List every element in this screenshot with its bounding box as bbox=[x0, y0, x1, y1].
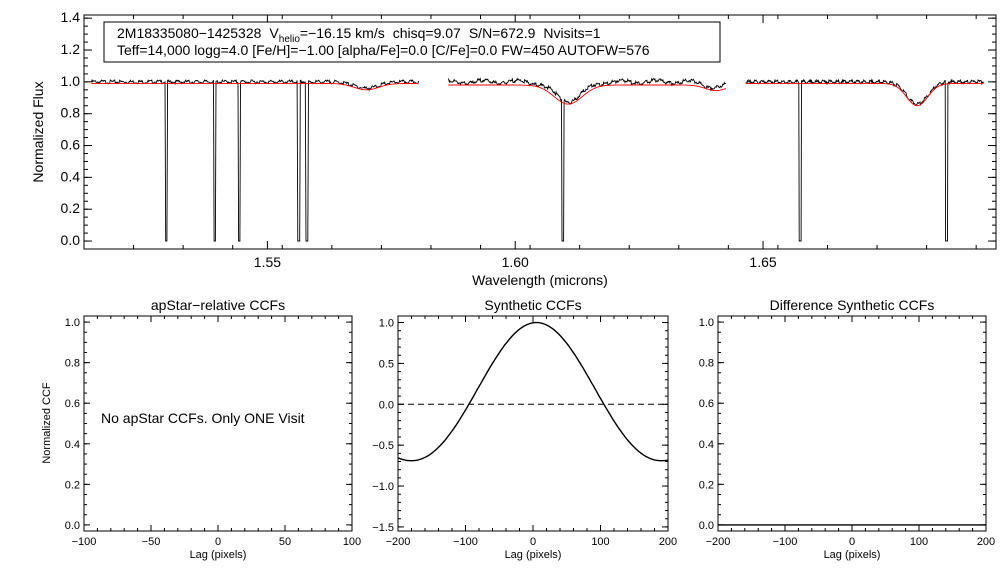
difference-ccf-ticks: −200 −100 0 100 200 0.0 0.2 0.4 0.6 0.8 1.0 bbox=[699, 316, 995, 548]
synthetic-flux-line bbox=[91, 82, 419, 91]
spectrum-ticks: 1.55 1.60 1.65 0.0 0.2 0.4 0.6 0.8 1.0 1.2 1.4 bbox=[61, 9, 996, 270]
x-tick-label: −200 bbox=[706, 536, 731, 548]
y-tick-label: 1.4 bbox=[61, 9, 81, 25]
info-box: 2M18335080−1425328 Vhelio=−16.15 km/s chis… bbox=[103, 21, 721, 63]
nvisits-value: Nvisits=1 bbox=[543, 25, 600, 41]
y-tick-label: −1.0 bbox=[372, 481, 394, 493]
difference-ccf-title: Difference Synthetic CCFs bbox=[770, 297, 935, 313]
y-tick-label: 0.0 bbox=[699, 520, 714, 532]
y-tick-label: 0.0 bbox=[379, 399, 394, 411]
x-tick-label: −50 bbox=[142, 536, 161, 548]
apstar-ccf-title: apStar−relative CCFs bbox=[151, 297, 285, 313]
observed-flux-line bbox=[90, 78, 420, 242]
synthetic-ccf-xlabel: Lag (pixels) bbox=[505, 549, 562, 561]
x-tick-label: 0 bbox=[215, 536, 221, 548]
y-tick-label: 0.4 bbox=[65, 439, 80, 451]
x-tick-label: 100 bbox=[591, 536, 609, 548]
y-tick-label: 0.5 bbox=[379, 358, 394, 370]
chisq-value: chisq=9.07 bbox=[393, 25, 461, 41]
x-tick-label: 200 bbox=[977, 536, 995, 548]
y-tick-label: 0.4 bbox=[699, 439, 714, 451]
info-box-frame bbox=[103, 21, 721, 63]
info-line-2: Teff=14,000 logg=4.0 [Fe/H]=−1.00 [alpha… bbox=[117, 42, 650, 58]
observed-flux-line bbox=[745, 78, 984, 242]
apstar-ccf-xlabel: Lag (pixels) bbox=[190, 549, 247, 561]
y-tick-label: 1.0 bbox=[65, 317, 80, 329]
y-tick-label: 1.0 bbox=[61, 73, 81, 89]
x-tick-label: −100 bbox=[453, 536, 478, 548]
x-tick-label: 100 bbox=[910, 536, 928, 548]
x-tick-label: 100 bbox=[343, 536, 361, 548]
vhelio-value: =−16.15 km/s bbox=[300, 25, 385, 41]
spectrum-frame bbox=[83, 14, 997, 250]
spectrum-ylabel: Normalized Flux bbox=[30, 81, 46, 182]
y-tick-label: 0.4 bbox=[61, 168, 81, 184]
y-tick-label: 0.6 bbox=[61, 137, 81, 153]
vhelio-label: V bbox=[269, 25, 279, 41]
spectrum-xlabel: Wavelength (microns) bbox=[472, 272, 608, 288]
y-tick-label: −1.5 bbox=[372, 522, 394, 534]
x-tick-label: −100 bbox=[773, 536, 798, 548]
y-tick-label: 1.2 bbox=[61, 41, 81, 57]
synthetic-ccf-data bbox=[397, 321, 669, 462]
x-tick-label: 1.55 bbox=[254, 254, 281, 270]
y-tick-label: 0.0 bbox=[61, 232, 81, 248]
synthetic-ccf-panel: −200 −100 0 100 200 −1.5 −1.0 −0.5 0.0 0.5 1.0 Syn… bbox=[372, 297, 677, 561]
synthetic-ccf-frame bbox=[397, 315, 669, 532]
star-id: 2M18335080−1425328 bbox=[117, 25, 262, 41]
y-tick-label: 0.2 bbox=[61, 200, 81, 216]
difference-ccf-panel: −200 −100 0 100 200 0.0 0.2 0.4 0.6 0.8 1.0 Differ… bbox=[699, 297, 995, 561]
x-tick-label: 0 bbox=[530, 536, 536, 548]
x-tick-label: 50 bbox=[279, 536, 291, 548]
spectrum-data bbox=[90, 77, 984, 242]
apstar-ccf-panel: −100 −50 0 50 100 0.0 0.2 0.4 0.6 0.8 1.0 apStar−r… bbox=[41, 297, 361, 561]
synthetic-ccf-ticks: −200 −100 0 100 200 −1.5 −1.0 −0.5 0.0 0.5 1.0 bbox=[372, 316, 677, 548]
apstar-ccf-ylabel: Normalized CCF bbox=[41, 382, 53, 464]
x-tick-label: 0 bbox=[849, 536, 855, 548]
y-tick-label: 0.2 bbox=[699, 479, 714, 491]
y-tick-label: 0.2 bbox=[65, 479, 80, 491]
info-line-1: 2M18335080−1425328 Vhelio=−16.15 km/s chis… bbox=[117, 25, 601, 45]
synthetic-ccf-curve bbox=[397, 321, 669, 462]
y-tick-label: −0.5 bbox=[372, 440, 394, 452]
x-tick-label: 200 bbox=[659, 536, 677, 548]
x-tick-label: −100 bbox=[72, 536, 97, 548]
vhelio-subscript: helio bbox=[279, 34, 301, 45]
synthetic-flux-line bbox=[448, 84, 727, 105]
spectrum-panel: 1.55 1.60 1.65 0.0 0.2 0.4 0.6 0.8 1.0 1.2 1.4 2M1… bbox=[30, 9, 997, 288]
y-tick-label: 0.8 bbox=[61, 105, 81, 121]
difference-ccf-xlabel: Lag (pixels) bbox=[824, 549, 881, 561]
observed-flux-line bbox=[447, 77, 727, 242]
y-tick-label: 0.6 bbox=[699, 398, 714, 410]
y-tick-label: 0.8 bbox=[699, 358, 714, 370]
y-tick-label: 0.0 bbox=[65, 520, 80, 532]
y-tick-label: 0.8 bbox=[65, 358, 80, 370]
y-tick-label: 1.0 bbox=[699, 317, 714, 329]
y-tick-label: 1.0 bbox=[379, 318, 394, 330]
synthetic-ccf-title: Synthetic CCFs bbox=[484, 297, 581, 313]
apstar-ccf-ticks: −100 −50 0 50 100 0.0 0.2 0.4 0.6 0.8 1.0 bbox=[65, 316, 361, 548]
snr-value: S/N=672.9 bbox=[469, 25, 536, 41]
no-ccf-annotation: No apStar CCFs. Only ONE Visit bbox=[101, 410, 305, 426]
x-tick-label: 1.65 bbox=[749, 254, 776, 270]
synthetic-flux-line bbox=[745, 82, 984, 107]
difference-ccf-frame bbox=[717, 315, 987, 532]
x-tick-label: 1.60 bbox=[502, 254, 529, 270]
x-tick-label: −200 bbox=[386, 536, 411, 548]
y-tick-label: 0.6 bbox=[65, 398, 80, 410]
